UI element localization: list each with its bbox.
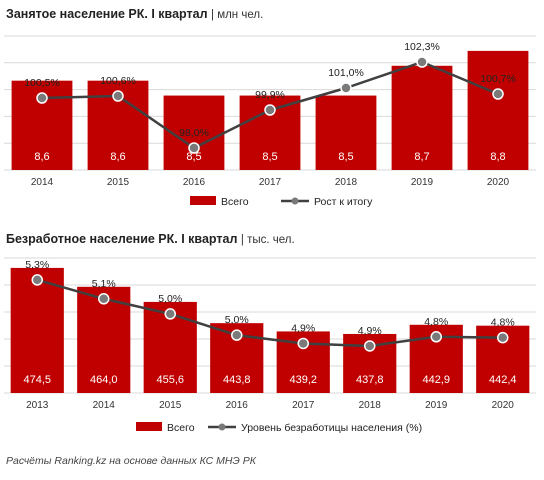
chart2-x-tick-label: 2019 [425,400,448,411]
chart1-x-tick-label: 2015 [107,177,130,188]
chart1-line-label: 100,7% [480,73,516,85]
chart2-bar-label: 442,4 [489,374,517,386]
chart1-bar-label: 8,5 [262,151,277,163]
chart1-plot: 8,6 2014 8,6 2015 8,5 2016 8,5 2017 8,5 2018 8,7 20… [4,35,536,208]
chart2-x-tick-label: 2020 [492,400,515,411]
chart2-bar-label: 443,8 [223,374,251,386]
chart1-line-point [416,56,428,68]
chart2-x-tick-label: 2014 [93,400,116,411]
chart1-x-tick-label: 2020 [487,177,510,188]
chart1-line-point [492,88,504,100]
chart2-line-point [297,337,309,350]
chart2-line-label: 4,9% [291,322,315,334]
chart1-line-point [264,104,276,116]
chart2-bar-label: 442,9 [422,374,450,386]
chart1-legend-line-marker [291,197,299,205]
chart2-bar-2013 [10,267,64,393]
chart1-title: Занятое население РК. I квартал | млн че… [6,7,263,21]
chart2-line-point [98,293,110,305]
chart1-title-text: Занятое население РК. I квартал [6,7,208,21]
chart1-line-point [340,82,352,94]
chart2-line-label: 5,1% [92,278,116,290]
chart1-x-tick-label: 2018 [335,177,358,188]
chart1-x-tick-label: 2017 [259,177,282,188]
chart2-title: Безработное население РК. I квартал | ты… [6,232,295,246]
chart2-plot: 474,5 2013 464,0 2014 455,6 2015 443,8 2016 439,… [4,257,536,434]
chart2-line-point [231,329,243,341]
chart2-line-label: 4,9% [358,325,382,337]
chart2-x-tick-label: 2016 [226,400,249,411]
chart2-line-label: 4,8% [491,317,515,329]
chart2-legend-bar-label: Всего [167,422,195,434]
source-note: Расчёты Ranking.kz на основе данных КС М… [6,455,256,467]
chart2-x-tick-label: 2018 [359,400,382,411]
chart1-bar-label: 8,5 [338,151,353,163]
chart2-line-point [164,308,176,320]
chart1-line-point [188,142,200,154]
chart2-x-tick-label: 2013 [26,400,49,411]
chart1-x-tick-label: 2016 [183,177,206,188]
chart2-line-label: 4,8% [424,316,448,328]
chart2-line-point [430,331,442,343]
chart2-line-point [31,274,43,286]
chart1-unit-separator: | [211,9,218,21]
chart2-title-text: Безработное население РК. I квартал [6,232,238,246]
chart2-x-tick-label: 2015 [159,400,182,411]
chart1-line-point [36,92,48,104]
chart2-x-tick-label: 2017 [292,400,315,411]
chart1-legend-line-label: Рост к итогу [314,196,373,208]
chart2-bar-label: 474,5 [23,374,51,386]
chart2-line-label: 5,3% [25,259,49,271]
chart2-bar-label: 439,2 [289,374,317,386]
chart2-bar-label: 464,0 [90,374,118,386]
chart1-line-label: 101,0% [328,67,364,79]
chart1-line-label: 99,9% [255,89,285,101]
chart1-line-point [112,90,124,102]
chart2-bar-label: 455,6 [156,374,184,386]
chart1-x-tick-label: 2014 [31,177,54,188]
chart1-bar-label: 8,6 [34,151,49,163]
chart2-bar-label: 437,8 [356,374,384,386]
chart2-line-point [364,340,376,352]
chart2-line-series [36,278,503,348]
chart2-legend-line-label: Уровень безработицы населения (%) [241,422,422,434]
chart1-bar-label: 8,5 [186,151,201,163]
chart2-unit: тыс. чел. [247,234,295,246]
chart2-legend-bar-swatch [136,422,162,431]
chart1-line-label: 100,5% [24,77,60,89]
chart1-bar-2020 [467,50,529,171]
chart1-x-tick-label: 2019 [411,177,434,188]
chart2-line-label: 5,0% [225,314,249,326]
chart2-unit-separator: | [240,234,248,246]
chart1-bar-label: 8,7 [414,151,429,163]
chart1-line-label: 98,0% [179,127,209,139]
chart1-legend-bar-swatch [190,196,216,205]
chart1-bar-label: 8,8 [490,151,505,163]
chart1-legend-bar-label: Всего [221,196,249,208]
chart1-bar-2019 [391,65,453,170]
chart2-line-label: 5,0% [158,293,182,305]
chart1-line-label: 100,6% [100,75,136,87]
chart1-line-label: 102,3% [404,41,440,53]
chart1-bar-2018 [315,95,377,170]
chart1-bar-label: 8,6 [110,151,125,163]
chart2-line-point [497,331,509,344]
chart2-legend-line-marker [218,423,226,431]
chart1-unit: млн чел. [217,9,264,21]
